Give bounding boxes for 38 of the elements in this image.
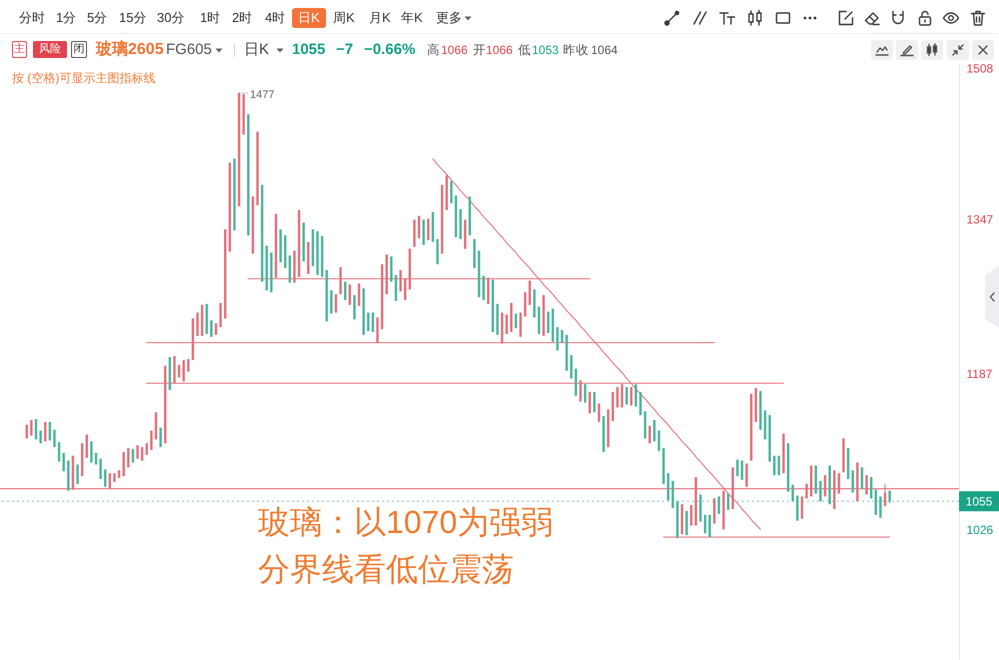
text: −7 — [336, 40, 354, 60]
annotation: 按 (空格)可显示主图指标线 — [12, 71, 156, 85]
text: 1066 — [486, 43, 513, 57]
chart-subtitle: FG605 — [166, 40, 212, 60]
y-tick-label: 1347 — [966, 212, 994, 226]
text: 高 — [427, 43, 440, 57]
text: 1时 — [200, 10, 220, 26]
text: 月K — [369, 10, 391, 26]
text: 年K — [401, 10, 423, 26]
text: 昨收 — [563, 43, 589, 57]
text: 2时 — [232, 10, 252, 26]
text: 1066 — [441, 43, 468, 57]
text: 闭 — [71, 41, 87, 58]
text: 1分 — [56, 10, 76, 26]
text: 日K — [244, 40, 270, 60]
text: −0.66% — [364, 40, 416, 60]
text: 4时 — [265, 10, 286, 26]
text: 日K — [292, 8, 326, 28]
y-tick-label: 1508 — [966, 62, 994, 76]
text: 更多 — [436, 10, 462, 26]
text: 1055 — [292, 40, 326, 60]
text: 1053 — [532, 43, 559, 57]
text: 风险 — [33, 41, 67, 58]
text: 1064 — [591, 43, 618, 57]
annotation: 1477 — [250, 88, 275, 101]
text: 5分 — [87, 10, 108, 26]
text: 分时 — [19, 10, 45, 26]
text: 周K — [333, 10, 355, 26]
y-tick-label: 1026 — [966, 522, 994, 537]
text: 30分 — [157, 10, 184, 26]
text: 低 — [518, 43, 531, 57]
text: 15分 — [119, 10, 146, 26]
chart-title: 玻璃2605 — [96, 40, 164, 60]
text: 主 — [12, 41, 27, 58]
text: 开 — [473, 43, 486, 57]
ref-line-label: 1055 — [966, 494, 993, 508]
y-tick-label: 1187 — [966, 367, 993, 382]
annotation: 玻璃：以1070为强弱分界线看低位震荡 — [258, 503, 554, 589]
